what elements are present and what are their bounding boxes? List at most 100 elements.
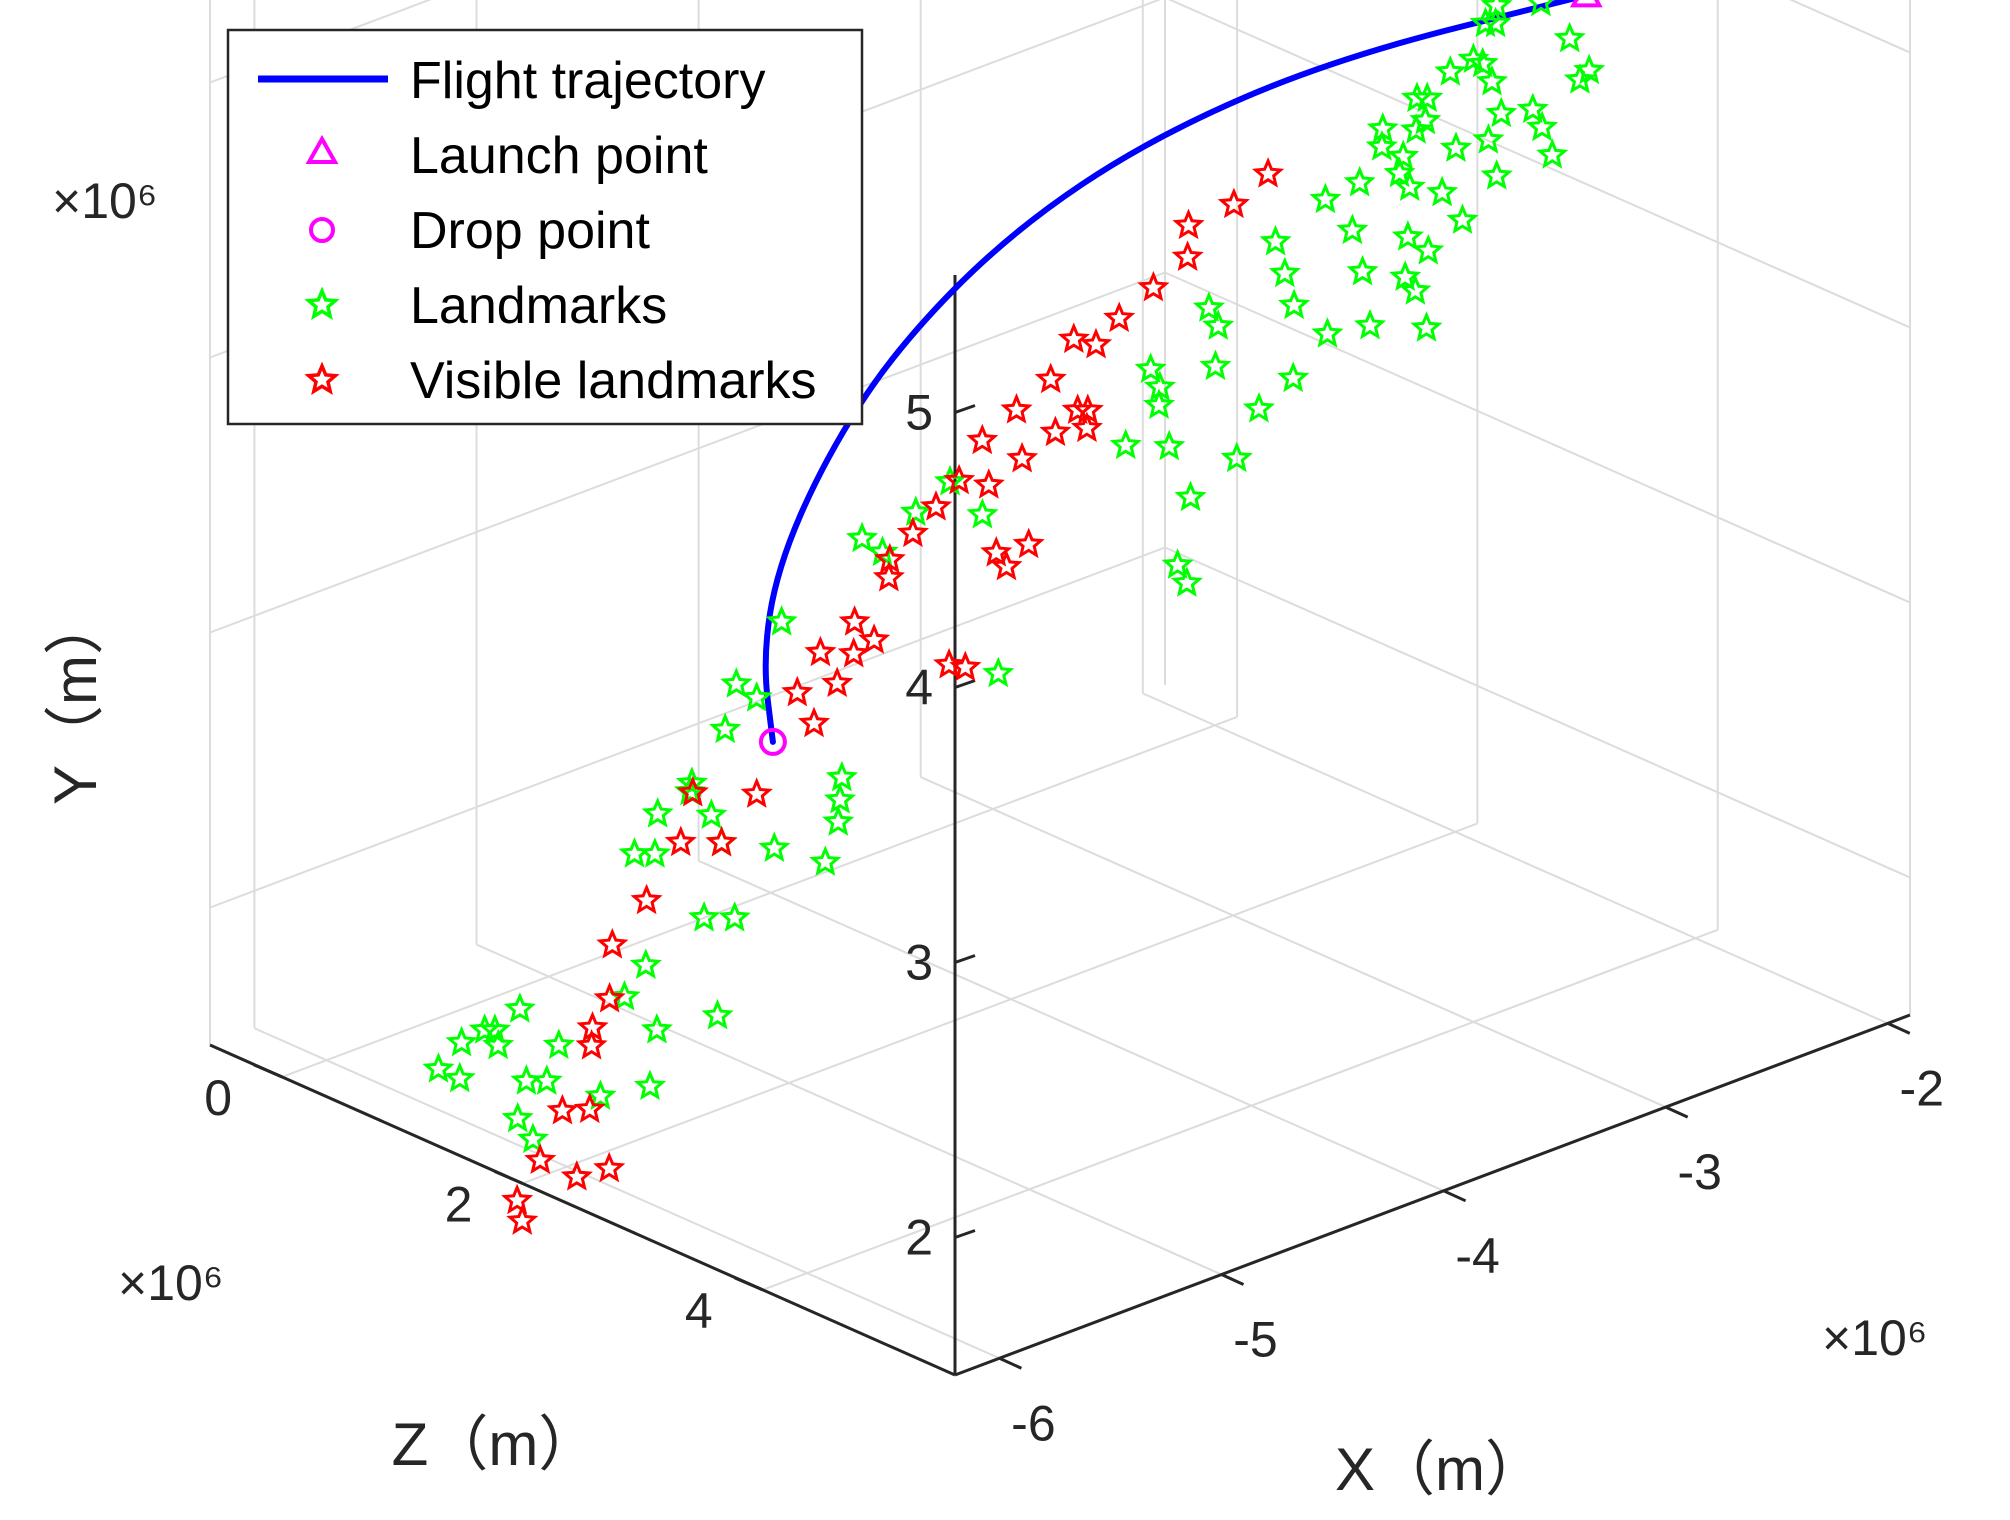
visible-landmark-point	[858, 623, 891, 654]
landmark-point	[1259, 224, 1292, 256]
y-axis-title: Y（m）	[42, 595, 109, 805]
legend-label-drop: Drop point	[410, 202, 650, 260]
landmark-point	[1410, 311, 1443, 342]
visible-landmark-point	[972, 468, 1005, 499]
visible-landmark-point	[797, 706, 831, 738]
y-tick-label: 5	[905, 385, 933, 441]
visible-landmark-point	[1103, 301, 1136, 333]
landmark-point	[765, 605, 798, 636]
visible-landmark-point	[990, 549, 1023, 581]
landmark-point	[1400, 81, 1434, 113]
landmark-point	[933, 464, 967, 496]
landmark-point	[501, 1101, 534, 1133]
legend-star-landmark	[304, 286, 340, 320]
landmark-point	[584, 1079, 617, 1110]
visible-landmark-point	[501, 1183, 534, 1215]
z-axis-line	[209, 1043, 956, 1377]
landmark-point	[1516, 92, 1549, 124]
landmark-point	[1439, 131, 1473, 162]
visible-landmark-point	[1000, 393, 1033, 424]
y-tick-label: 2	[905, 1210, 933, 1266]
x-tick	[1887, 1022, 1911, 1035]
visible-landmark-point	[838, 605, 871, 636]
landmark-point	[688, 901, 721, 932]
landmark-point	[1365, 129, 1398, 161]
grid-line-y-side	[1164, 546, 1911, 879]
grid-layer	[209, 0, 1911, 1360]
landmark-point	[443, 1061, 476, 1093]
x-exponent-label: ×10⁶	[1822, 1310, 1927, 1366]
landmark-point	[1434, 55, 1467, 86]
landmark-point	[966, 497, 999, 529]
visible-landmark-point	[1006, 441, 1039, 473]
visible-landmark-point	[821, 666, 854, 698]
visible-landmark-point	[980, 536, 1013, 567]
landmark-point	[1485, 96, 1518, 128]
legend-label-launch: Launch point	[410, 127, 708, 185]
landmark-point	[899, 495, 932, 527]
landmark-point	[608, 979, 641, 1011]
visible-landmark-point	[804, 635, 837, 667]
visible-landmark-point	[1172, 208, 1205, 240]
landmark-point	[1391, 220, 1425, 251]
grid-line-y-side	[1164, 271, 1911, 604]
landmark-point	[1446, 203, 1479, 234]
grid-line-z-floor	[281, 715, 1238, 1078]
landmark-point	[542, 1028, 575, 1059]
grid-line-y-back	[209, 546, 1166, 909]
x-tick-label: -2	[1900, 1060, 1944, 1116]
trajectory-line	[762, 0, 1581, 745]
landmark-point	[1393, 170, 1426, 201]
landmark-point	[618, 837, 651, 868]
landmark-point	[1109, 428, 1142, 460]
grid-line-x-floor	[920, 776, 1667, 1109]
landmark-point	[1469, 6, 1502, 38]
landmark-point	[675, 766, 709, 797]
landmark-point	[822, 805, 855, 836]
visible-landmark-point	[1171, 240, 1204, 271]
landmark-point	[695, 798, 728, 829]
grid-line-y-side	[1168, 0, 1911, 329]
data-layer	[422, 0, 1606, 1235]
landmark-point	[1220, 441, 1253, 473]
x-tick	[1665, 1105, 1689, 1119]
landmark-point	[1311, 317, 1344, 348]
landmark-point	[1346, 254, 1379, 286]
x-tick-label: -5	[1233, 1312, 1277, 1368]
landmark-point	[1134, 352, 1167, 383]
landmark-point	[633, 1069, 667, 1101]
landmark-point	[825, 760, 858, 792]
landmark-point	[510, 1064, 543, 1095]
legend-star-visible	[304, 361, 340, 395]
landmark-point	[1153, 429, 1186, 461]
visible-landmark-point	[740, 777, 773, 808]
landmark-point	[640, 1012, 674, 1044]
landmark-point	[1466, 46, 1499, 78]
landmark-point	[1161, 548, 1194, 579]
legend-swatch-landmark	[304, 286, 340, 320]
legend-swatch-drop	[309, 217, 335, 243]
landmark-point	[1389, 260, 1422, 291]
landmark-point	[638, 837, 672, 868]
y-exponent-label: ×10⁶	[52, 173, 157, 229]
landmark-point	[478, 1013, 511, 1044]
z-tick	[493, 1170, 524, 1185]
z-tick	[734, 1276, 764, 1292]
y-tick	[954, 404, 976, 414]
landmark-point	[1480, 159, 1513, 190]
z-exponent-label: ×10⁶	[118, 1255, 223, 1311]
landmark-point	[1536, 138, 1569, 169]
landmark-point	[809, 845, 842, 876]
y-tick	[954, 679, 976, 689]
visible-landmark-point	[705, 825, 738, 857]
landmark-point	[468, 1013, 501, 1044]
landmark-point	[1343, 165, 1376, 197]
legend: Flight trajectory Launch point Drop poin…	[226, 28, 864, 426]
landmark-point	[1199, 349, 1232, 381]
landmark-point	[1426, 175, 1459, 207]
landmark-point	[629, 948, 662, 979]
grid-line-z-floor	[522, 822, 1478, 1185]
landmark-point	[823, 782, 857, 814]
x-tick-label: -4	[1455, 1228, 1499, 1284]
